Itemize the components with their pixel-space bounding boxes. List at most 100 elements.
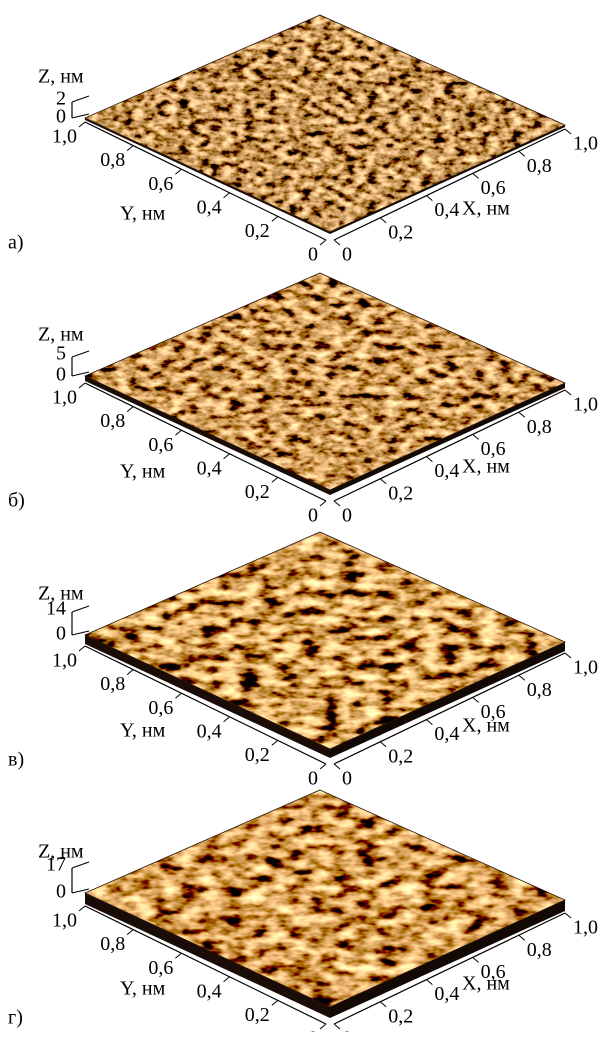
x-tick-label: 0,2 [388,1005,413,1027]
z-tick [72,96,89,102]
x-tick [426,980,432,985]
y-tick [175,169,181,174]
y-tick-label: 0,2 [245,1004,270,1026]
y-tick-label: 0,4 [197,720,222,742]
y-tick [272,477,278,482]
x-tick [565,653,571,658]
z-tick-label: 0 [56,881,66,903]
y-tick [224,454,230,459]
z-tick [72,606,89,612]
x-tick [473,173,479,178]
y-tick-label: 0,6 [148,173,173,195]
x-tick [519,675,525,680]
x-tick-label: 1,0 [573,133,598,155]
y-tick-label: 1,0 [52,910,77,932]
y-tick [79,122,85,127]
x-tick [473,957,479,962]
x-tick-label: 0,8 [527,416,552,438]
y-tick-label: 0,6 [148,697,173,719]
y-tick-label: 0,6 [148,957,173,979]
x-tick-label: 0,2 [388,482,413,504]
y-tick [320,240,326,245]
x-tick-label: 0 [342,1028,352,1032]
y-tick-label: 0 [308,1028,318,1032]
x-tick-label: 1,0 [573,657,598,679]
x-tick-label: 0,2 [388,221,413,243]
page: а)Z, нм201,00,80,60,40,20Y, нм00,20,40,6… [0,0,601,1032]
x-tick [565,913,571,918]
y-tick [272,216,278,221]
y-tick [127,407,133,412]
y-tick-label: 0 [308,768,318,790]
y-tick-label: 0,2 [245,744,270,766]
y-tick-label: 0,6 [148,434,173,456]
x-tick-label: 0 [342,244,352,266]
y-tick [79,646,85,651]
x-tick-label: 0,8 [527,939,552,961]
x-tick [334,764,340,769]
y-tick [224,193,230,198]
y-tick-label: 0,8 [100,933,125,955]
x-tick-label: 0,4 [434,723,459,745]
x-tick [334,240,340,245]
z-tick-label: 0 [56,364,66,386]
x-tick-label: 1,0 [573,917,598,939]
y-tick-label: 0,8 [100,410,125,432]
x-tick [334,501,340,506]
y-tick [79,906,85,911]
x-tick-label: 1,0 [573,394,598,416]
z-tick-label: 14 [46,598,66,620]
y-tick-label: 0,2 [245,481,270,503]
y-tick-label: 0,8 [100,673,125,695]
y-tick [320,764,326,769]
z-tick-label: 5 [56,343,66,365]
x-tick-label: 0,4 [434,983,459,1005]
x-tick [426,720,432,725]
y-tick [272,1000,278,1005]
y-tick [127,930,133,935]
y-tick [127,146,133,151]
x-tick-label: 0,6 [481,177,506,199]
x-tick [426,457,432,462]
x-tick-label: 0,8 [527,679,552,701]
panel-label: а) [8,232,24,254]
y-axis-label: Y, нм [120,461,166,483]
x-tick-label: 0,4 [434,199,459,221]
y-tick-label: 0,8 [100,149,125,171]
y-tick [320,1024,326,1029]
panel-label: б) [8,490,25,512]
x-tick [473,434,479,439]
panel-label: в) [8,749,24,771]
figure: а)Z, нм201,00,80,60,40,20Y, нм00,20,40,6… [0,0,601,1032]
y-tick-label: 0,4 [197,980,222,1002]
y-tick [175,430,181,435]
y-tick [175,953,181,958]
y-axis-label: Y, нм [120,720,166,742]
x-tick [519,151,525,156]
x-tick [519,412,525,417]
y-tick-label: 1,0 [52,126,77,148]
y-tick-label: 1,0 [52,387,77,409]
x-tick-label: 0 [342,505,352,527]
y-tick-label: 1,0 [52,650,77,672]
x-tick [380,479,386,484]
x-tick [565,390,571,395]
z-tick [72,862,89,868]
y-tick-label: 0,4 [197,196,222,218]
x-axis-label: X, нм [462,456,510,478]
x-axis-label: X, нм [462,973,510,995]
x-axis-label: X, нм [462,198,510,220]
y-tick-label: 0,4 [197,457,222,479]
y-tick [224,717,230,722]
y-tick [175,693,181,698]
y-axis-label: Y, нм [120,203,166,225]
y-axis-label: Y, нм [120,978,166,1000]
x-tick [565,129,571,134]
y-tick [79,383,85,388]
x-tick [380,218,386,223]
x-tick [519,935,525,940]
y-tick-label: 0 [308,505,318,527]
